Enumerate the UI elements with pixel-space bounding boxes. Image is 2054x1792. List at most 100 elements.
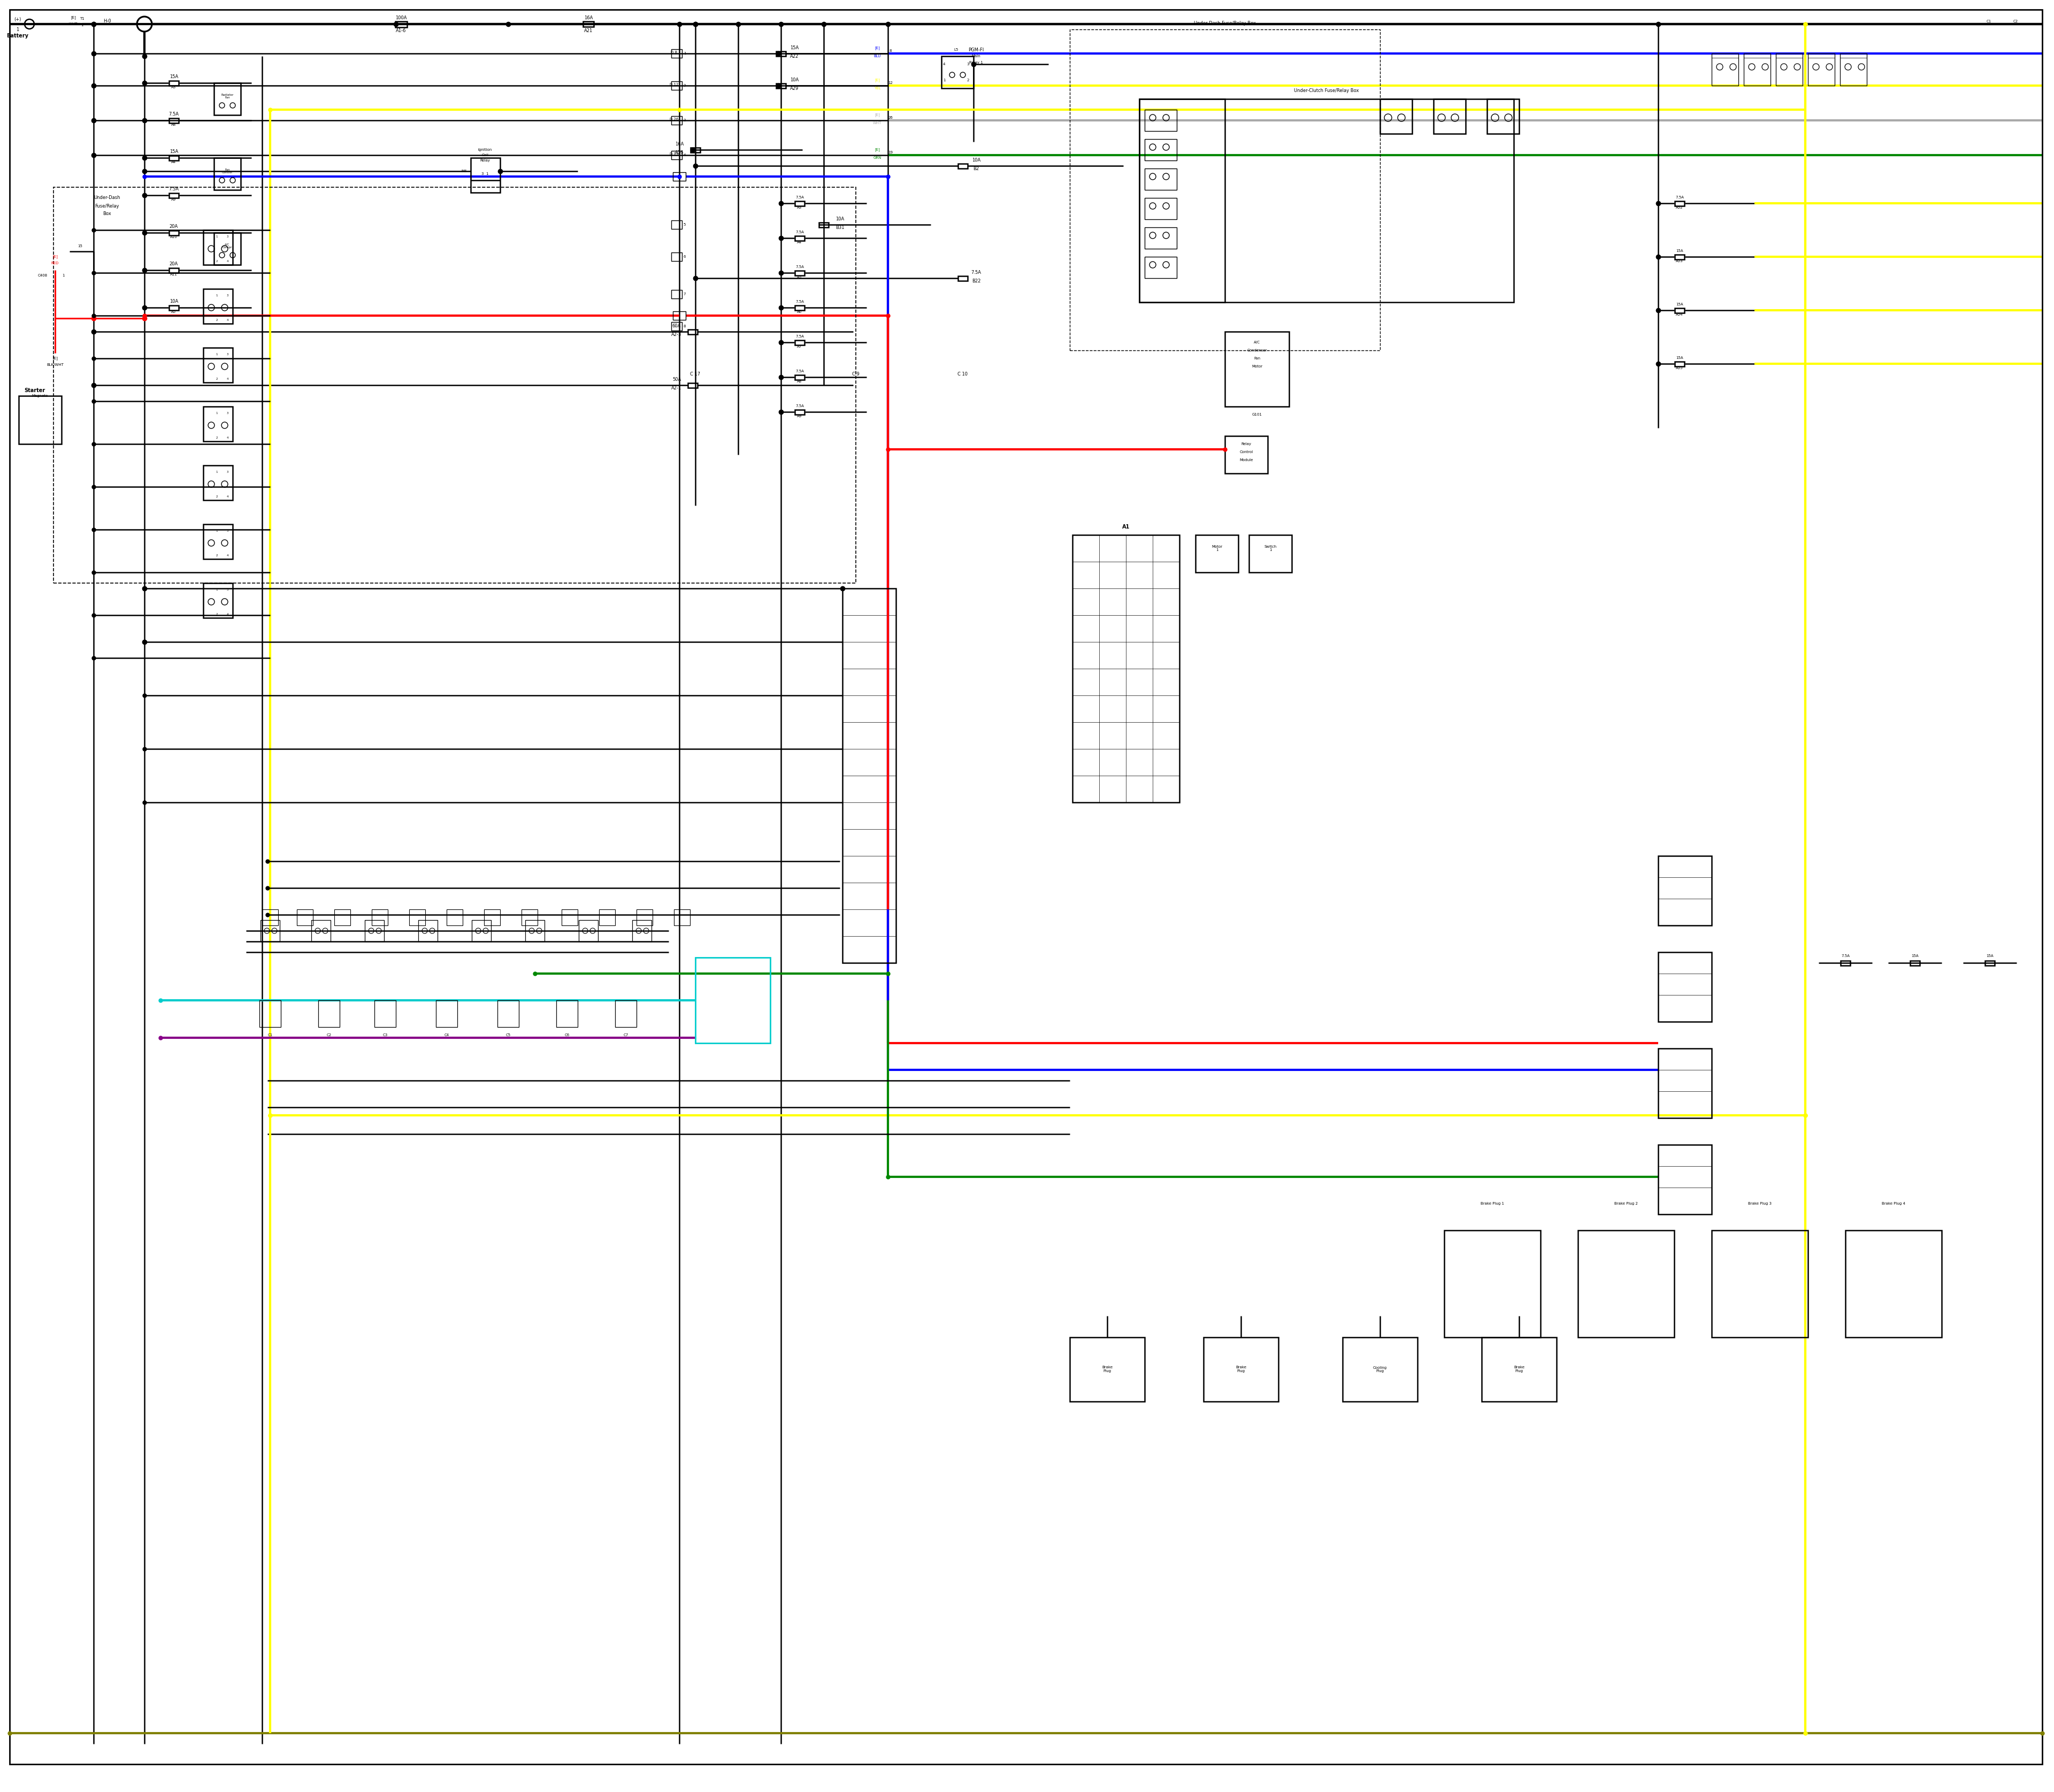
Bar: [795, 305, 805, 310]
Text: C7: C7: [622, 1034, 629, 1038]
Text: M4: M4: [462, 170, 466, 172]
Bar: [941, 56, 974, 88]
Text: 60A: 60A: [672, 324, 682, 328]
Text: Battery: Battery: [6, 34, 29, 38]
Text: 1: 1: [16, 27, 18, 32]
Text: 26: 26: [887, 116, 893, 120]
Bar: [1249, 536, 1292, 572]
Text: A3: A3: [797, 206, 803, 210]
Text: 3: 3: [684, 118, 686, 122]
Text: Fan: Fan: [1253, 357, 1261, 360]
Bar: [1144, 168, 1177, 190]
Bar: [1444, 1231, 1540, 1337]
Text: A2-3: A2-3: [672, 332, 682, 337]
Text: L5: L5: [953, 48, 957, 52]
Bar: [776, 52, 787, 56]
Bar: [1144, 109, 1177, 131]
Text: A/C
Compr: A/C Compr: [222, 244, 232, 249]
Text: 6: 6: [684, 254, 686, 258]
Text: 4: 4: [943, 63, 945, 66]
Bar: [1481, 1337, 1557, 1401]
Text: G101: G101: [1253, 412, 1261, 416]
Bar: [168, 118, 179, 124]
Bar: [526, 919, 544, 941]
Text: [E]: [E]: [53, 254, 58, 258]
Text: Under-Dash Fuse/Relay Box: Under-Dash Fuse/Relay Box: [1193, 20, 1255, 25]
Text: C3: C3: [382, 1034, 388, 1038]
Text: A8: A8: [797, 380, 803, 383]
Bar: [168, 81, 179, 86]
Bar: [672, 81, 682, 90]
Text: 7.5A: 7.5A: [795, 265, 803, 269]
Bar: [18, 396, 62, 444]
Bar: [1711, 54, 1738, 86]
Text: Motor
1: Motor 1: [1212, 545, 1222, 552]
Text: 1: 1: [62, 274, 64, 278]
Text: 15A: 15A: [1986, 955, 1994, 957]
Text: WHT: WHT: [70, 23, 78, 25]
Text: A4: A4: [170, 161, 177, 163]
Text: PGM-FI: PGM-FI: [967, 47, 984, 52]
Text: Relay: Relay: [1241, 443, 1251, 446]
Text: BLK/WHT: BLK/WHT: [47, 364, 64, 366]
Text: A11: A11: [170, 272, 177, 276]
Text: Brake Plug 4: Brake Plug 4: [1881, 1202, 1906, 1206]
Text: Module: Module: [1239, 459, 1253, 462]
Text: B31: B31: [836, 226, 844, 229]
Text: B2: B2: [974, 167, 980, 170]
Bar: [214, 82, 240, 115]
Text: D 12: D 12: [670, 82, 678, 86]
Bar: [203, 229, 232, 265]
Bar: [1195, 536, 1239, 572]
Text: 16A: 16A: [676, 142, 684, 147]
Text: 7.5A: 7.5A: [795, 231, 803, 233]
Bar: [696, 957, 770, 1043]
Text: 10A: 10A: [170, 299, 179, 303]
Bar: [1140, 99, 1224, 303]
Bar: [614, 1000, 637, 1027]
Bar: [688, 330, 698, 335]
Text: Radiator
Fan: Radiator Fan: [222, 93, 234, 99]
Text: A2-1: A2-1: [672, 385, 682, 391]
Text: A1: A1: [1121, 525, 1130, 530]
Bar: [394, 22, 407, 27]
Text: Brake
Plug: Brake Plug: [1101, 1366, 1113, 1373]
Text: Brake
Plug: Brake Plug: [1237, 1366, 1247, 1373]
Text: Condensor: Condensor: [1247, 349, 1267, 351]
Text: Fan
Control: Fan Control: [222, 168, 232, 174]
Text: A4: A4: [797, 240, 803, 244]
Bar: [672, 151, 682, 159]
Bar: [1434, 99, 1467, 134]
Text: Fuse/Relay: Fuse/Relay: [94, 204, 119, 208]
Text: 7.5A: 7.5A: [795, 299, 803, 303]
Text: 1: 1: [943, 79, 945, 82]
Text: C408: C408: [37, 274, 47, 278]
Text: A/C: A/C: [1253, 340, 1261, 344]
Text: 4: 4: [684, 154, 686, 156]
Text: [E]: [E]: [875, 47, 879, 50]
Bar: [497, 1000, 520, 1027]
Text: 12: 12: [887, 81, 893, 84]
Bar: [1144, 140, 1177, 161]
Text: 2: 2: [967, 79, 969, 82]
Bar: [795, 201, 805, 206]
Bar: [168, 305, 179, 310]
Bar: [263, 909, 277, 925]
Text: 15A: 15A: [1912, 955, 1918, 957]
Bar: [1380, 99, 1413, 134]
Text: C2: C2: [2013, 20, 2017, 23]
Bar: [1744, 54, 1771, 86]
Text: C5: C5: [505, 1034, 511, 1038]
Text: T1: T1: [80, 18, 84, 20]
Text: 15A: 15A: [170, 149, 179, 154]
Bar: [259, 1000, 281, 1027]
Bar: [1840, 54, 1867, 86]
Text: D 8: D 8: [672, 50, 678, 54]
Bar: [776, 84, 787, 88]
Bar: [1840, 961, 1851, 966]
Text: Starter: Starter: [25, 387, 45, 392]
Bar: [1072, 536, 1179, 803]
Bar: [1711, 1231, 1808, 1337]
Text: A29: A29: [791, 86, 799, 91]
Text: WHT: WHT: [873, 122, 881, 125]
